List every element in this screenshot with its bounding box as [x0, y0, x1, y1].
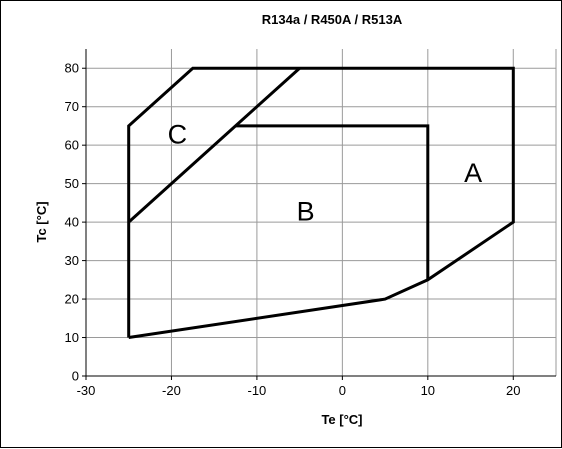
y-tick-label: 10	[65, 330, 79, 345]
y-tick-label: 40	[65, 215, 79, 230]
x-tick-label: -20	[162, 383, 181, 398]
region-label-c: C	[168, 120, 188, 150]
y-tick-label: 30	[65, 253, 79, 268]
region-label-b: B	[297, 197, 315, 227]
y-tick-label: 50	[65, 176, 79, 191]
envelope-lines	[127, 66, 515, 339]
x-axis-label: Te [°C]	[321, 412, 362, 427]
y-tick-label: 80	[65, 61, 79, 76]
axes	[82, 49, 556, 380]
tick-labels: 0 10 20 30 40 50 60 70 80 -30 -20 -10 0 10 20	[65, 61, 521, 398]
envelope-line-3	[235, 124, 430, 280]
y-axis-label: Tc [°C]	[34, 201, 49, 242]
region-label-a: A	[464, 158, 482, 188]
x-tick-label: -10	[248, 383, 267, 398]
y-tick-label: 70	[65, 99, 79, 114]
envelope-line-1	[127, 66, 515, 339]
y-tick-label: 60	[65, 138, 79, 153]
x-tick-label: 0	[339, 383, 346, 398]
chart-title: R134a / R450A / R513A	[262, 12, 403, 27]
y-tick-label: 0	[72, 369, 79, 384]
envelope-line-2	[127, 67, 301, 224]
y-tick-label: 20	[65, 292, 79, 307]
grid-lines	[86, 49, 557, 376]
x-tick-label: -30	[77, 383, 96, 398]
x-tick-label: 20	[506, 383, 520, 398]
x-tick-label: 10	[421, 383, 435, 398]
region-labels: A B C	[168, 120, 482, 227]
